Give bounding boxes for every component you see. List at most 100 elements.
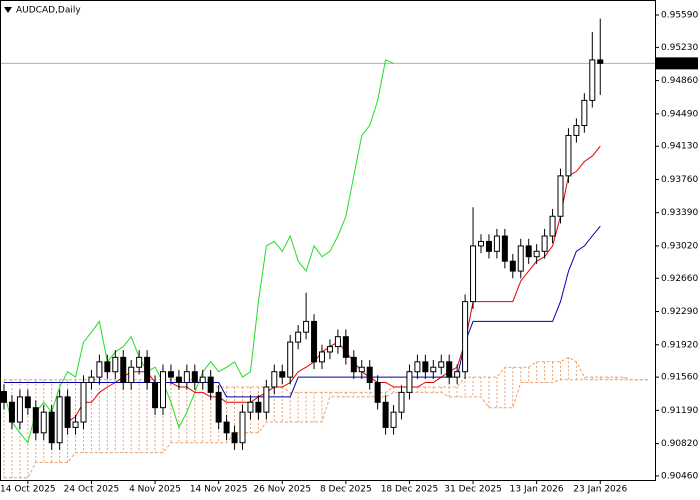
menu-icon[interactable] — [4, 7, 12, 13]
candle-body — [358, 366, 365, 373]
x-tick-label: 4 Nov 2025 — [129, 485, 181, 495]
candle-body — [350, 356, 357, 373]
y-tick-label: 0.94860 — [661, 76, 698, 86]
y-tick-label: 0.91920 — [661, 340, 698, 350]
y-tick-label: 0.93020 — [661, 241, 698, 251]
candle-body — [541, 235, 548, 252]
candle-body — [136, 356, 143, 368]
candle-body — [422, 361, 429, 373]
candle-body — [581, 99, 588, 127]
candle-body — [342, 336, 349, 358]
candle-body — [223, 421, 230, 434]
candle-body — [438, 361, 445, 368]
candle-body — [48, 411, 55, 444]
current-price-box — [656, 57, 698, 70]
plot-area — [1, 18, 655, 479]
y-tick-label: 0.94130 — [661, 142, 698, 152]
candle-body — [366, 366, 373, 384]
candle-body — [493, 235, 500, 252]
candle-body — [462, 301, 469, 373]
y-tick-label: 0.95590 — [661, 11, 698, 21]
y-tick-label: 0.91560 — [661, 373, 698, 383]
candle-body — [88, 376, 95, 384]
indicator-line — [4, 225, 601, 398]
candle-body — [311, 320, 318, 363]
candle-body — [454, 371, 461, 378]
candle-body — [72, 421, 79, 428]
candle-body — [509, 260, 516, 272]
y-tick-label: 0.94490 — [661, 109, 698, 119]
x-tick-label: 8 Dec 2025 — [320, 485, 372, 495]
candle-body — [414, 361, 421, 373]
candle-body — [199, 376, 206, 384]
candle-body — [430, 366, 437, 373]
senkou-span-b — [4, 379, 648, 479]
candle-body — [478, 240, 484, 247]
y-tick-label: 0.91190 — [661, 406, 698, 416]
candle-body — [191, 371, 198, 384]
candle-body — [374, 382, 381, 403]
candle-body — [175, 376, 182, 384]
x-tick-label: 18 Dec 2025 — [381, 485, 439, 495]
candle-body — [271, 371, 278, 388]
candle-body — [295, 331, 302, 343]
candle-body — [517, 245, 524, 272]
candle-body — [597, 59, 604, 64]
y-tick-label: 0.93390 — [661, 208, 698, 218]
candle-body — [8, 401, 15, 423]
candle-body — [24, 396, 31, 409]
x-tick-label: 24 Oct 2025 — [64, 485, 120, 495]
y-tick-label: 0.92660 — [661, 274, 698, 284]
candle-body — [16, 396, 23, 423]
y-tick-label: 0.93760 — [661, 175, 698, 185]
candle-body — [549, 215, 556, 237]
candle-body — [470, 245, 477, 303]
x-tick-label: 31 Dec 2025 — [444, 485, 502, 495]
candle-body — [565, 134, 572, 177]
candle-body — [1, 390, 7, 403]
x-tick-label: 23 Jan 2026 — [573, 485, 627, 495]
candle-body — [525, 245, 532, 258]
senkou-span-a — [4, 356, 648, 393]
candle-body — [501, 235, 508, 262]
candle-body — [398, 391, 405, 413]
y-tick-label: 0.92290 — [661, 307, 698, 317]
candle-body — [255, 401, 262, 413]
x-tick-label: 14 Oct 2025 — [0, 485, 56, 495]
candle-body — [303, 320, 310, 333]
candle-body — [40, 411, 47, 434]
candle-body — [80, 382, 87, 423]
candle-body — [326, 346, 333, 353]
candle-body — [207, 376, 214, 393]
candle-body — [334, 336, 341, 348]
y-tick-label: 0.90820 — [661, 439, 698, 449]
candle-body — [390, 411, 397, 428]
candle-body — [112, 356, 119, 373]
candle-body — [56, 396, 63, 444]
candle-body — [279, 371, 286, 378]
candle-body — [183, 371, 190, 384]
candle-body — [287, 341, 294, 378]
candle-body — [263, 386, 270, 413]
y-tick-label: 0.90460 — [661, 471, 698, 481]
candle-body — [382, 401, 389, 428]
y-tick-label: 0.95230 — [661, 43, 698, 53]
candle-body — [446, 361, 453, 378]
candle-body — [128, 366, 135, 384]
candle-body — [247, 401, 254, 413]
x-tick-label: 26 Nov 2025 — [253, 485, 311, 495]
candle-body — [239, 411, 246, 444]
candle-body — [573, 125, 580, 136]
x-tick-label: 13 Jan 2026 — [510, 485, 564, 495]
plot-frame — [0, 0, 656, 481]
x-tick-label: 14 Nov 2025 — [190, 485, 248, 495]
current-price-label: 0.95052 — [659, 59, 696, 69]
candle-body — [215, 391, 222, 423]
candle-body — [231, 432, 238, 444]
candle-body — [533, 250, 540, 258]
candle-body — [152, 382, 159, 409]
candle-body — [104, 361, 111, 373]
candle-body — [485, 240, 492, 252]
